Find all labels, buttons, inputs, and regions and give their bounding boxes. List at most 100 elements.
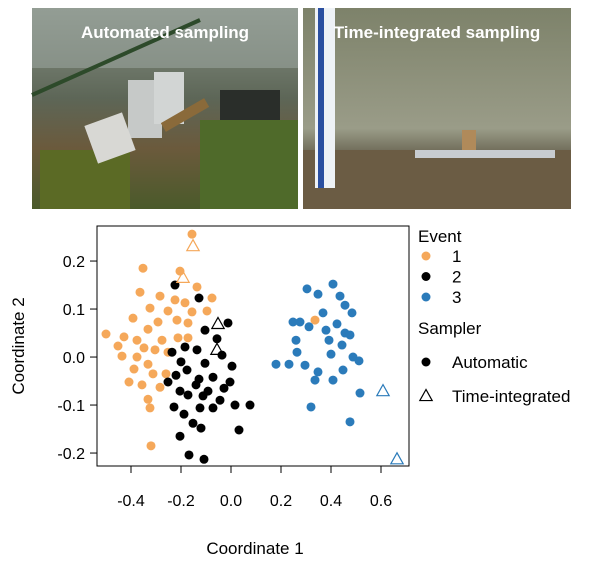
y-axis-label: Coordinate 2 [9,297,28,394]
legend-swatch [421,357,431,367]
point [208,403,218,413]
point [143,324,153,334]
point [304,322,314,332]
point [155,382,165,392]
point [302,284,312,294]
point [175,386,185,396]
legend-label: Time-integrated [452,387,570,406]
point [310,375,320,385]
x-tick-label: 0.6 [370,493,392,510]
y-tick-label: 0.0 [63,350,85,367]
point [199,454,209,464]
point [375,383,391,397]
point [345,417,355,427]
point [145,403,155,413]
y-tick-label: 0.2 [63,254,85,271]
point [143,359,153,369]
point [132,335,142,345]
point [117,351,127,361]
point [288,317,298,327]
point [194,293,204,303]
x-axis-label: Coordinate 1 [206,539,303,558]
point [170,295,180,305]
point [337,340,347,350]
point [167,347,177,357]
point [173,333,183,343]
point [169,402,179,412]
point [183,318,193,328]
point [338,365,348,375]
legend-label: Automatic [452,353,528,372]
point [318,308,328,318]
point [313,367,323,377]
point [196,423,206,433]
point [129,364,139,374]
point [230,400,240,410]
point [113,341,123,351]
x-tick-label: -0.2 [167,493,195,510]
point [347,308,357,318]
point [128,313,138,323]
point [187,229,197,239]
point [328,375,338,385]
point [172,315,182,325]
point [180,342,190,352]
legend-label: 1 [452,247,461,266]
point [271,359,281,369]
legend-swatch [421,292,431,302]
point [332,319,342,329]
point [175,431,185,441]
point [340,300,350,310]
point [223,318,233,328]
point [195,403,205,413]
point [180,298,190,308]
point [124,377,134,387]
point [182,365,192,375]
point [132,352,142,362]
point [345,330,355,340]
legend-title: Event [418,227,462,246]
point [324,335,334,345]
x-tick-label: 0.4 [320,493,342,510]
point [234,425,244,435]
legend-swatch [418,388,434,402]
point [209,342,225,355]
y-tick-label: -0.2 [57,446,85,463]
point [175,270,191,283]
point [389,451,405,465]
y-tick-label: 0.1 [63,302,85,319]
point [157,335,167,345]
y-tick-label: -0.1 [57,398,85,415]
point [187,307,197,317]
point [192,282,202,292]
point [292,347,302,357]
point [210,316,226,330]
point [137,380,147,390]
legend-swatch [421,251,431,261]
point [326,349,336,359]
point [300,360,310,370]
point [295,317,305,327]
point [284,359,294,369]
point [192,345,202,355]
point [146,441,156,451]
point [179,409,189,419]
point [163,377,173,387]
point [150,345,160,355]
legend-label: 3 [452,288,461,307]
point [202,306,212,316]
point [207,293,217,303]
point [355,388,365,398]
point [191,380,201,390]
point [119,332,129,342]
point [185,238,201,252]
point [225,377,235,387]
x-tick-label: -0.4 [117,493,145,510]
point [161,369,171,379]
point [328,279,338,289]
photo-time-integrated: Time-integrated sampling [303,8,571,209]
point [145,303,155,313]
point [215,395,225,405]
point [227,361,237,371]
